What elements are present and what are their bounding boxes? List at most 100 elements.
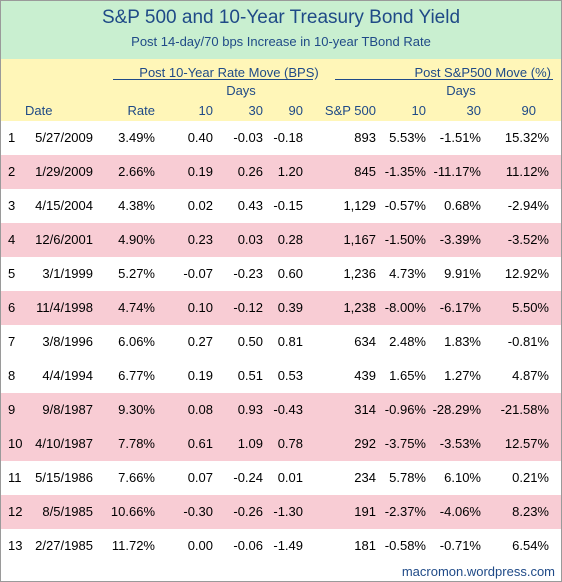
cell-date: 4/4/1994: [42, 368, 93, 383]
cell-r90: -0.18: [273, 130, 303, 145]
cell-r90: 0.81: [277, 334, 303, 349]
sp500-header: S&P 500: [324, 103, 376, 118]
date-header: Date: [25, 103, 53, 118]
cell-r10: 0.10: [187, 300, 213, 315]
footer: macromon.wordpress.com: [1, 563, 561, 581]
cell-sp: 1,167: [343, 232, 376, 247]
cell-r30: -0.24: [233, 470, 263, 485]
cell-date: 4/10/1987: [35, 436, 93, 451]
cell-s10: 5.53%: [389, 130, 426, 145]
cell-s10: 4.73%: [389, 266, 426, 281]
cell-s90: 8.23%: [512, 504, 549, 519]
sp-10-header: 10: [411, 103, 426, 118]
cell-r30: 0.50: [237, 334, 263, 349]
cell-s10: 1.65%: [389, 368, 426, 383]
cell-rate: 3.49%: [118, 130, 155, 145]
cell-s30: 1.83%: [444, 334, 481, 349]
table-row: 3 4/15/2004 4.38% 0.02 0.43 -0.15 1,129 -0.57% 0…: [1, 189, 561, 223]
cell-s90: 5.50%: [512, 300, 549, 315]
cell-r10: 0.00: [187, 538, 213, 553]
cell-r30: -0.26: [233, 504, 263, 519]
cell-s90: 12.57%: [504, 436, 549, 451]
cell-r90: 0.28: [277, 232, 303, 247]
cell-r30: 0.93: [237, 402, 263, 417]
cell-r10: 0.07: [187, 470, 213, 485]
cell-s30: 9.91%: [444, 266, 481, 281]
rate-30-header: 30: [248, 103, 263, 118]
cell-rate: 9.30%: [118, 402, 155, 417]
cell-s90: 12.92%: [504, 266, 549, 281]
cell-date: 5/27/2009: [35, 130, 93, 145]
cell-r10: -0.30: [183, 504, 213, 519]
cell-n: 10: [8, 436, 23, 451]
cell-sp: 634: [354, 334, 376, 349]
cell-r10: 0.40: [187, 130, 213, 145]
cell-r10: 0.27: [187, 334, 213, 349]
cell-r90: 0.60: [277, 266, 303, 281]
cell-r10: 0.23: [187, 232, 213, 247]
cell-s10: 5.78%: [389, 470, 426, 485]
cell-sp: 893: [354, 130, 376, 145]
cell-s30: 1.27%: [444, 368, 481, 383]
cell-s30: -3.53%: [439, 436, 481, 451]
table-row: 5 3/1/1999 5.27% -0.07 -0.23 0.60 1,236 4.73% 9.…: [1, 257, 561, 291]
cell-rate: 11.72%: [111, 538, 155, 553]
cell-s30: 0.68%: [444, 198, 481, 213]
cell-s30: -28.29%: [432, 402, 481, 417]
sp-30-header: 30: [466, 103, 481, 118]
cell-n: 4: [8, 232, 16, 247]
cell-n: 11: [8, 470, 22, 485]
cell-sp: 1,236: [343, 266, 376, 281]
cell-n: 8: [8, 368, 16, 383]
cell-date: 3/8/1996: [42, 334, 93, 349]
table-row: 13 2/27/1985 11.72% 0.00 -0.06 -1.49 181 -0.58%…: [1, 529, 561, 563]
cell-r30: 0.03: [237, 232, 263, 247]
cell-r30: 0.43: [237, 198, 263, 213]
cell-date: 9/8/1987: [42, 402, 93, 417]
rate-header: Rate: [127, 103, 155, 118]
cell-sp: 845: [354, 164, 376, 179]
table-row: 1 5/27/2009 3.49% 0.40 -0.03 -0.18 893 5.53% -1.…: [1, 121, 561, 155]
cell-r30: -0.12: [233, 300, 263, 315]
cell-s30: -0.71%: [439, 538, 481, 553]
cell-sp: 234: [354, 470, 376, 485]
cell-rate: 6.77%: [118, 368, 155, 383]
cell-s10: -0.96%: [384, 402, 426, 417]
cell-r30: -0.23: [233, 266, 263, 281]
cell-sp: 1,129: [343, 198, 376, 213]
cell-r90: -1.30: [273, 504, 303, 519]
title-band: S&P 500 and 10-Year Treasury Bond Yield …: [1, 1, 561, 59]
cell-s10: -8.00%: [384, 300, 426, 315]
rate-group-header: Post 10-Year Rate Move (BPS): [139, 65, 319, 80]
cell-s10: -3.75%: [384, 436, 426, 451]
rate-group-underline: [113, 79, 313, 80]
page-title: S&P 500 and 10-Year Treasury Bond Yield: [101, 7, 461, 28]
cell-r90: -0.15: [273, 198, 303, 213]
sp-days-header: Days: [446, 83, 476, 98]
sp-group-underline: [335, 79, 553, 80]
cell-n: 6: [8, 300, 16, 315]
rate-90-header: 90: [288, 103, 303, 118]
cell-rate: 2.66%: [118, 164, 155, 179]
cell-r90: 0.78: [277, 436, 303, 451]
table-row: 4 12/6/2001 4.90% 0.23 0.03 0.28 1,167 -1.50% -3…: [1, 223, 561, 257]
table-row: 9 9/8/1987 9.30% 0.08 0.93 -0.43 314 -0.96% -28.…: [1, 393, 561, 427]
cell-r30: -0.03: [233, 130, 263, 145]
cell-r90: 1.20: [277, 164, 303, 179]
cell-n: 5: [8, 266, 16, 281]
cell-r30: 0.26: [237, 164, 263, 179]
cell-sp: 191: [354, 504, 376, 519]
cell-r10: 0.19: [187, 164, 213, 179]
cell-r30: 0.51: [237, 368, 263, 383]
table-row: 8 4/4/1994 6.77% 0.19 0.51 0.53 439 1.65% 1.27% 4…: [1, 359, 561, 393]
cell-n: 3: [8, 198, 16, 213]
cell-r10: 0.02: [187, 198, 213, 213]
cell-s10: -0.57%: [384, 198, 426, 213]
table-row: 6 11/4/1998 4.74% 0.10 -0.12 0.39 1,238 -8.00% -…: [1, 291, 561, 325]
cell-rate: 4.90%: [118, 232, 155, 247]
cell-n: 1: [8, 130, 16, 145]
cell-s30: 6.10%: [444, 470, 481, 485]
sp-90-header: 90: [521, 103, 536, 118]
cell-date: 4/15/2004: [35, 198, 93, 213]
